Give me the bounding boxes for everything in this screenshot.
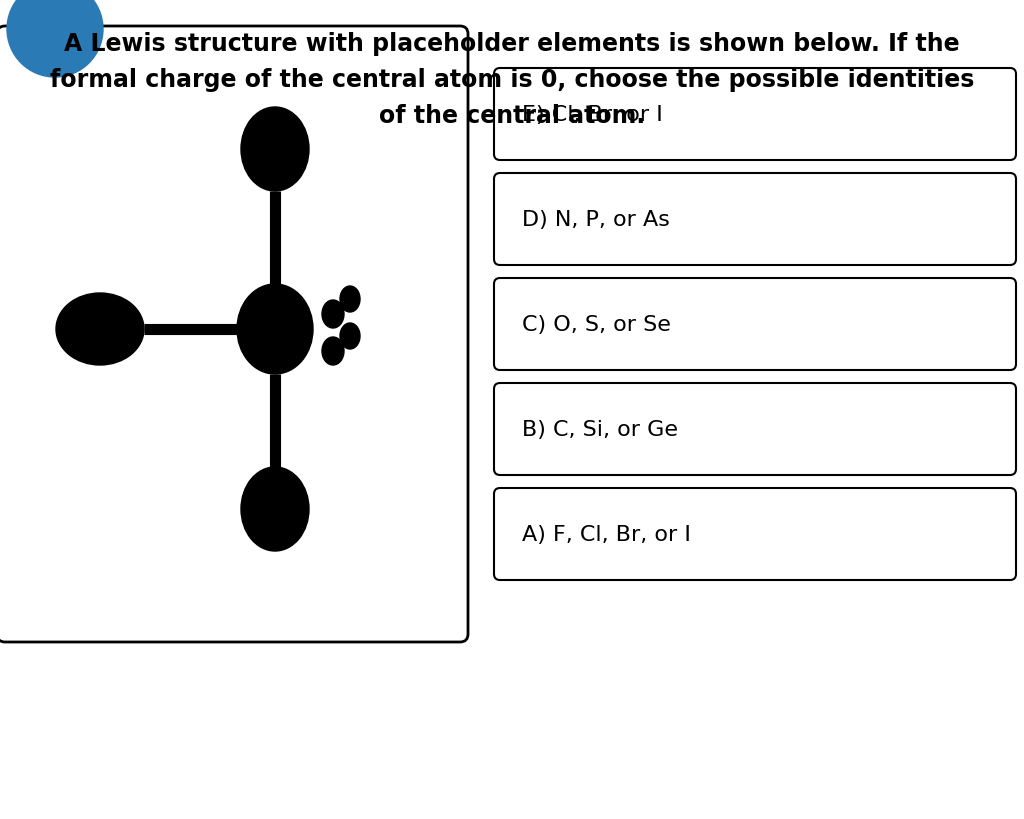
FancyBboxPatch shape — [494, 174, 1016, 265]
FancyBboxPatch shape — [494, 278, 1016, 370]
Text: A) F, Cl, Br, or I: A) F, Cl, Br, or I — [522, 524, 691, 545]
Circle shape — [7, 0, 103, 78]
Text: A Lewis structure with placeholder elements is shown below. If the: A Lewis structure with placeholder eleme… — [65, 32, 959, 56]
Ellipse shape — [340, 324, 360, 350]
Text: of the central atom.: of the central atom. — [379, 104, 645, 128]
Text: E) Cl, Br, or I: E) Cl, Br, or I — [522, 105, 663, 124]
Ellipse shape — [340, 287, 360, 313]
Text: B) C, Si, or Ge: B) C, Si, or Ge — [522, 419, 678, 440]
FancyBboxPatch shape — [494, 69, 1016, 161]
Ellipse shape — [241, 108, 309, 192]
Ellipse shape — [322, 301, 344, 328]
Text: formal charge of the central atom is 0, choose the possible identities: formal charge of the central atom is 0, … — [50, 68, 974, 92]
FancyBboxPatch shape — [494, 488, 1016, 581]
Ellipse shape — [237, 285, 313, 374]
Ellipse shape — [241, 468, 309, 551]
Text: C) O, S, or Se: C) O, S, or Se — [522, 314, 671, 335]
Text: D) N, P, or As: D) N, P, or As — [522, 210, 670, 229]
FancyBboxPatch shape — [494, 383, 1016, 475]
Ellipse shape — [322, 337, 344, 365]
FancyBboxPatch shape — [0, 27, 468, 642]
Ellipse shape — [56, 294, 144, 365]
